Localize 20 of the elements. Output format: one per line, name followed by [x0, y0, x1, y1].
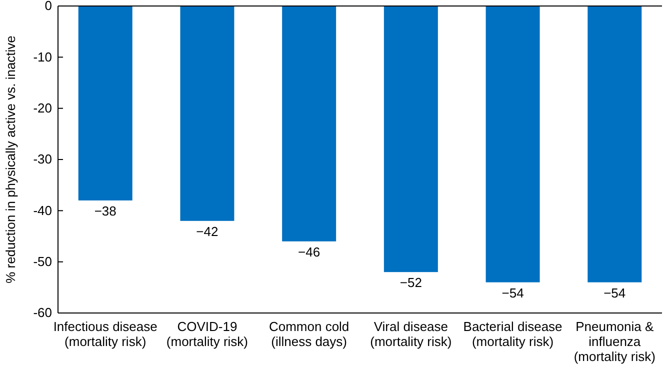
y-tick-label: -10	[33, 49, 52, 64]
y-tick-label: -50	[33, 254, 52, 269]
y-tick-label: -40	[33, 202, 52, 218]
data-label: −42	[196, 224, 218, 239]
x-tick-label: COVID-19 (mortality risk)	[166, 319, 248, 349]
y-tick-label: 0	[44, 0, 52, 14]
y-axis-title: % reduction in physically active vs. inactive	[3, 36, 18, 284]
data-label: −46	[298, 244, 320, 260]
data-label: −52	[400, 275, 422, 290]
x-tick-label: Common cold (illness days)	[268, 319, 350, 349]
y-tick-label: -20	[33, 100, 52, 116]
y-tick-label: -60	[33, 305, 52, 320]
data-label: −54	[502, 285, 524, 300]
x-tick-label: Bacterial disease (mortality risk)	[463, 319, 562, 349]
data-label: −54	[604, 285, 626, 300]
x-tick-label: Infectious disease (mortality risk)	[53, 319, 158, 349]
x-tick-label: Pneumonia & influenza (mortality risk)	[574, 319, 656, 364]
x-tick-label: Viral disease (mortality risk)	[370, 319, 452, 349]
data-label: −38	[94, 203, 116, 218]
y-tick-label: -30	[33, 152, 52, 167]
